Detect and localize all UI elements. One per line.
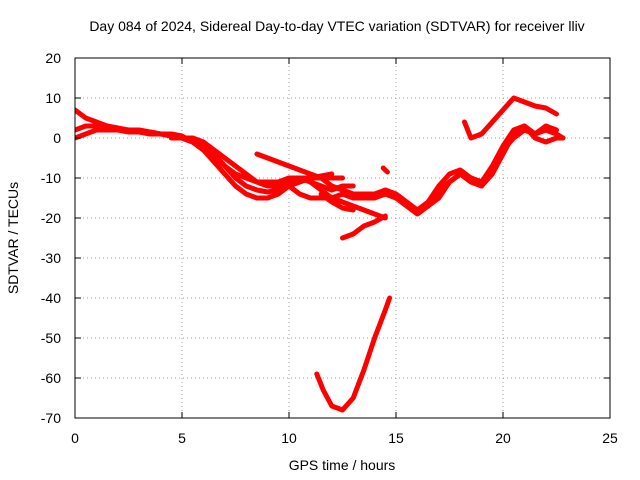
series-line-arc-4 [168, 135, 356, 193]
x-tick-label: 0 [71, 430, 79, 446]
x-tick-label: 20 [495, 430, 511, 446]
series-line-arc-10 [307, 179, 388, 221]
x-axis-title: GPS time / hours [289, 457, 396, 473]
y-tick-label: 10 [45, 90, 61, 106]
gridlines [75, 58, 610, 418]
series-line-arc-14 [314, 295, 393, 413]
y-tick-label: 20 [45, 50, 61, 66]
x-tick-label: 10 [281, 430, 297, 446]
y-tick-label: -50 [41, 330, 61, 346]
series-line-arc-12 [340, 213, 388, 241]
plot-frame [74, 57, 611, 419]
y-tick-label: -20 [41, 210, 61, 226]
y-tick-label: -10 [41, 170, 61, 186]
y-tick-label: -30 [41, 250, 61, 266]
data-series [75, 95, 566, 413]
x-tick-label: 15 [388, 430, 404, 446]
y-tick-label: -60 [41, 370, 61, 386]
y-axis-title: SDTVAR / TECUs [5, 182, 21, 294]
series-line-arc-13 [380, 165, 390, 175]
x-tick-label: 25 [602, 430, 618, 446]
y-tick-label: 0 [53, 130, 61, 146]
x-tick-label: 5 [178, 430, 186, 446]
series-line-arc-5 [254, 151, 485, 213]
axis-ticks: 0 5 10 15 20 25 20 10 0 -10 -20 -30 -40 -50 -60 -70 [41, 50, 618, 446]
y-tick-label: -70 [41, 410, 61, 426]
y-tick-label: -40 [41, 290, 61, 306]
series-line-arc-11 [318, 191, 356, 213]
series-line-arc-9 [462, 95, 559, 141]
chart-title: Day 084 of 2024, Sidereal Day-to-day VTE… [89, 18, 584, 34]
series-line-arc-8 [447, 123, 566, 189]
